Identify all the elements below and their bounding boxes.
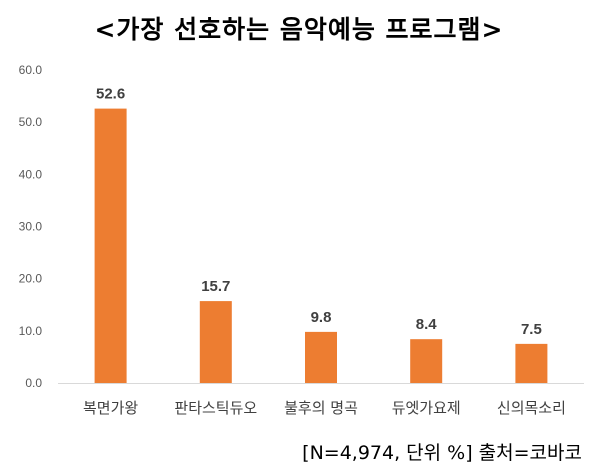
y-tick-label: 40.0	[19, 167, 43, 181]
chart-title: <가장 선호하는 음악예능 프로그램>	[94, 15, 504, 44]
y-tick-label: 50.0	[19, 115, 43, 129]
data-label: 52.6	[96, 86, 125, 103]
data-label: 7.5	[521, 321, 542, 338]
data-label: 9.8	[311, 309, 332, 326]
chart-footnote: [N=4,974, 단위 %] 출처=코바코	[302, 442, 582, 464]
bar	[94, 108, 127, 383]
y-tick-label: 20.0	[19, 272, 43, 286]
category-label: 불후의 명곡	[284, 399, 358, 417]
y-axis: 0.0 10.0 20.0 30.0 40.0 50.0 60.0	[19, 63, 43, 390]
bar	[199, 301, 232, 383]
bar	[410, 339, 443, 383]
y-tick-label: 10.0	[19, 324, 43, 338]
bars: 52.6 15.7 9.8 8.4 7.5	[94, 86, 548, 383]
data-label: 8.4	[416, 316, 438, 333]
y-tick-label: 60.0	[19, 63, 43, 77]
category-label: 판타스틱듀오	[174, 399, 257, 417]
category-label: 복면가왕	[83, 399, 138, 417]
category-labels: 복면가왕 판타스틱듀오 불후의 명곡 듀엣가요제 신의목소리	[83, 399, 566, 417]
data-label: 15.7	[201, 278, 230, 295]
y-tick-label: 0.0	[25, 376, 42, 390]
bar	[305, 331, 337, 383]
category-label: 신의목소리	[497, 399, 566, 417]
bar	[515, 343, 548, 383]
y-tick-label: 30.0	[19, 220, 43, 234]
category-label: 듀엣가요제	[392, 399, 461, 417]
